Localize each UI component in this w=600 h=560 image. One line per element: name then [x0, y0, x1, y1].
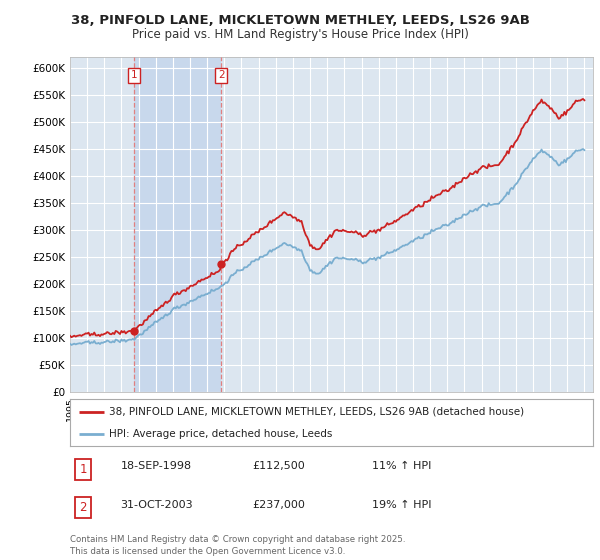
Bar	[134, 57, 221, 392]
Text: 11% ↑ HPI: 11% ↑ HPI	[373, 461, 432, 472]
Text: 1: 1	[130, 71, 137, 81]
Text: 19% ↑ HPI: 19% ↑ HPI	[373, 500, 432, 510]
Text: £112,500: £112,500	[253, 461, 305, 472]
Text: HPI: Average price, detached house, Leeds: HPI: Average price, detached house, Leed…	[109, 430, 332, 440]
Text: 31-OCT-2003: 31-OCT-2003	[121, 500, 193, 510]
Text: 38, PINFOLD LANE, MICKLETOWN METHLEY, LEEDS, LS26 9AB (detached house): 38, PINFOLD LANE, MICKLETOWN METHLEY, LE…	[109, 407, 524, 417]
Text: 1: 1	[79, 463, 87, 476]
Text: Price paid vs. HM Land Registry's House Price Index (HPI): Price paid vs. HM Land Registry's House …	[131, 28, 469, 41]
Text: Contains HM Land Registry data © Crown copyright and database right 2025.
This d: Contains HM Land Registry data © Crown c…	[70, 535, 406, 556]
Text: 2: 2	[79, 501, 87, 514]
Text: 38, PINFOLD LANE, MICKLETOWN METHLEY, LEEDS, LS26 9AB: 38, PINFOLD LANE, MICKLETOWN METHLEY, LE…	[71, 14, 529, 27]
Text: 2: 2	[218, 71, 225, 81]
Text: 18-SEP-1998: 18-SEP-1998	[121, 461, 191, 472]
Text: £237,000: £237,000	[253, 500, 305, 510]
